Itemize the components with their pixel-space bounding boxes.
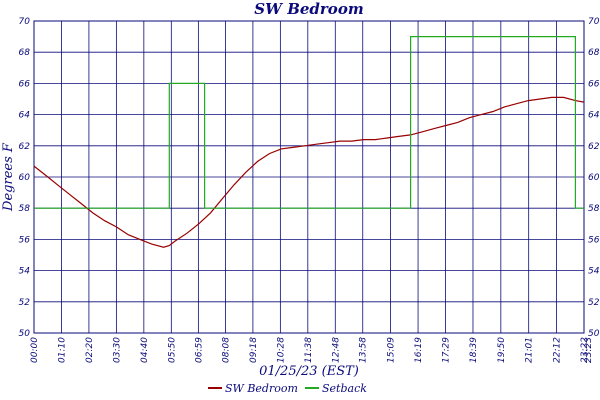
series-line-sw-bedroom <box>33 96 585 248</box>
y-tick-label: 62 <box>588 142 600 152</box>
y-ticks-left: 50 52 54 56 58 60 62 64 66 68 70 <box>19 17 31 339</box>
x-tick-label: 18:39 <box>469 337 479 363</box>
chart-title: SW Bedroom <box>254 0 363 18</box>
y-tick-label: 68 <box>19 48 31 58</box>
x-tick-label: 12:48 <box>331 337 341 363</box>
legend-label: Setback <box>322 382 367 395</box>
series-line-setback <box>34 35 584 209</box>
y-tick-label: 54 <box>19 267 31 277</box>
grid <box>33 20 585 334</box>
y-tick-label: 62 <box>19 142 31 152</box>
y-tick-label: 52 <box>588 298 600 308</box>
x-ticks: 00:00 01:10 02:20 03:30 04:40 05:50 06:59 08:08… <box>30 337 594 363</box>
x-tick-label: 00:00 <box>30 337 40 363</box>
x-tick-label: 16:19 <box>414 337 424 363</box>
y-tick-label: 68 <box>588 48 600 58</box>
x-tick-label: 05:50 <box>167 337 177 363</box>
series-lines <box>33 35 585 248</box>
y-tick-label: 66 <box>588 79 600 89</box>
y-tick-label: 60 <box>588 173 600 183</box>
y-tick-label: 64 <box>588 111 600 121</box>
x-tick-label: 03:30 <box>112 337 122 363</box>
x-tick-label: 21:01 <box>525 337 535 363</box>
y-tick-label: 54 <box>588 267 600 277</box>
x-tick-label: 08:08 <box>221 337 231 363</box>
x-tick-label: 02:20 <box>85 337 95 363</box>
y-tick-label: 52 <box>19 298 31 308</box>
y-ticks-right: 50 52 54 56 58 60 62 64 66 68 70 <box>588 17 600 339</box>
legend: SW Bedroom Setback <box>208 382 367 395</box>
x-tick-label: 19:50 <box>497 337 507 363</box>
y-tick-label: 50 <box>19 329 31 339</box>
x-tick-label: 11:38 <box>304 337 314 363</box>
y-axis-label: Degrees F <box>1 142 16 212</box>
x-tick-label: 06:59 <box>194 337 204 363</box>
y-tick-label: 58 <box>19 204 31 214</box>
y-tick-label: 56 <box>588 235 600 245</box>
y-tick-label: 64 <box>19 111 31 121</box>
x-tick-label: 15:09 <box>387 337 397 363</box>
y-tick-label: 50 <box>588 329 600 339</box>
x-tick-label: 13:58 <box>359 337 369 363</box>
x-tick-label: 22:12 <box>553 337 563 363</box>
y-tick-label: 70 <box>19 17 31 27</box>
y-tick-label: 56 <box>19 235 31 245</box>
y-tick-label: 70 <box>588 17 600 27</box>
x-tick-label: 23:23 <box>584 337 594 363</box>
x-tick-label: 10:28 <box>276 337 286 363</box>
y-tick-label: 60 <box>19 173 31 183</box>
x-tick-label: 01:10 <box>57 337 67 363</box>
x-tick-label: 04:40 <box>140 337 150 363</box>
x-axis-label: 01/25/23 (EST) <box>259 364 359 379</box>
x-tick-label: 23:22 <box>580 337 590 363</box>
x-tick-label: 17:29 <box>442 337 452 363</box>
legend-label: SW Bedroom <box>225 382 298 395</box>
y-tick-label: 58 <box>588 204 600 214</box>
x-tick-label: 09:18 <box>249 337 259 363</box>
y-tick-label: 66 <box>19 79 31 89</box>
